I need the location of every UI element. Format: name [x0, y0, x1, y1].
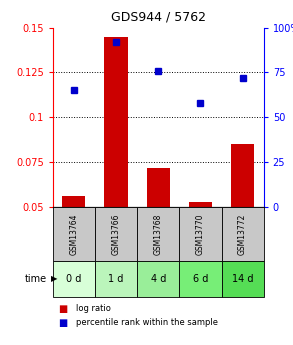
Bar [222, 261, 264, 297]
Text: 4 d: 4 d [151, 274, 166, 284]
Text: GSM13770: GSM13770 [196, 213, 205, 255]
Text: ■: ■ [59, 304, 68, 314]
Bar [189, 201, 212, 207]
Text: ■: ■ [59, 318, 68, 327]
Text: 1 d: 1 d [108, 274, 124, 284]
Bar [179, 261, 222, 297]
Bar [53, 207, 95, 261]
Text: percentile rank within the sample: percentile rank within the sample [76, 318, 218, 327]
Text: GSM13764: GSM13764 [69, 213, 78, 255]
Text: log ratio: log ratio [76, 304, 111, 313]
Bar [95, 261, 137, 297]
Text: time: time [25, 274, 47, 284]
Bar [62, 196, 86, 207]
Bar [137, 207, 179, 261]
Bar [222, 207, 264, 261]
Bar [137, 261, 179, 297]
Text: ▶: ▶ [51, 274, 58, 283]
Text: GSM13766: GSM13766 [112, 213, 120, 255]
Text: 0 d: 0 d [66, 274, 81, 284]
Bar [53, 261, 95, 297]
Text: GSM13772: GSM13772 [238, 213, 247, 255]
Bar [231, 144, 254, 207]
Text: 6 d: 6 d [193, 274, 208, 284]
Bar [179, 207, 222, 261]
Title: GDS944 / 5762: GDS944 / 5762 [111, 11, 206, 24]
Bar [104, 37, 128, 207]
Bar [95, 207, 137, 261]
Bar [146, 168, 170, 207]
Text: GSM13768: GSM13768 [154, 213, 163, 255]
Text: 14 d: 14 d [232, 274, 253, 284]
